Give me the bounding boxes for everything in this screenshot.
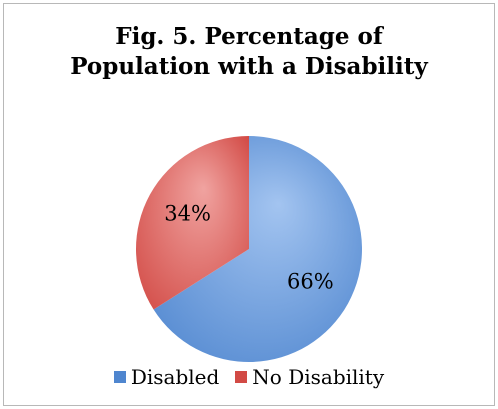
legend-swatch-no-disability [235, 371, 248, 383]
pie-label-disabled: 66% [287, 269, 334, 293]
chart-title: Fig. 5. Percentage of Population with a … [0, 22, 498, 82]
legend-item-no-disability: No Disability [235, 365, 384, 389]
pie-slice-no-disability [136, 136, 249, 310]
legend-label-no-disability: No Disability [252, 365, 385, 389]
legend-swatch-disabled [113, 371, 126, 383]
pie-label-no-disability: 34% [164, 202, 211, 226]
legend-label-disabled: Disabled [130, 365, 220, 389]
pie-labels: 66% 34% [164, 202, 333, 294]
chart-title-line-2: Population with a Disability [70, 53, 428, 80]
legend-item-disabled: Disabled [113, 365, 220, 389]
pie-slice-disabled [153, 136, 362, 363]
pie-slices [136, 136, 362, 363]
legend: Disabled No Disability [0, 365, 498, 389]
chart-title-line-1: Fig. 5. Percentage of [115, 23, 383, 50]
